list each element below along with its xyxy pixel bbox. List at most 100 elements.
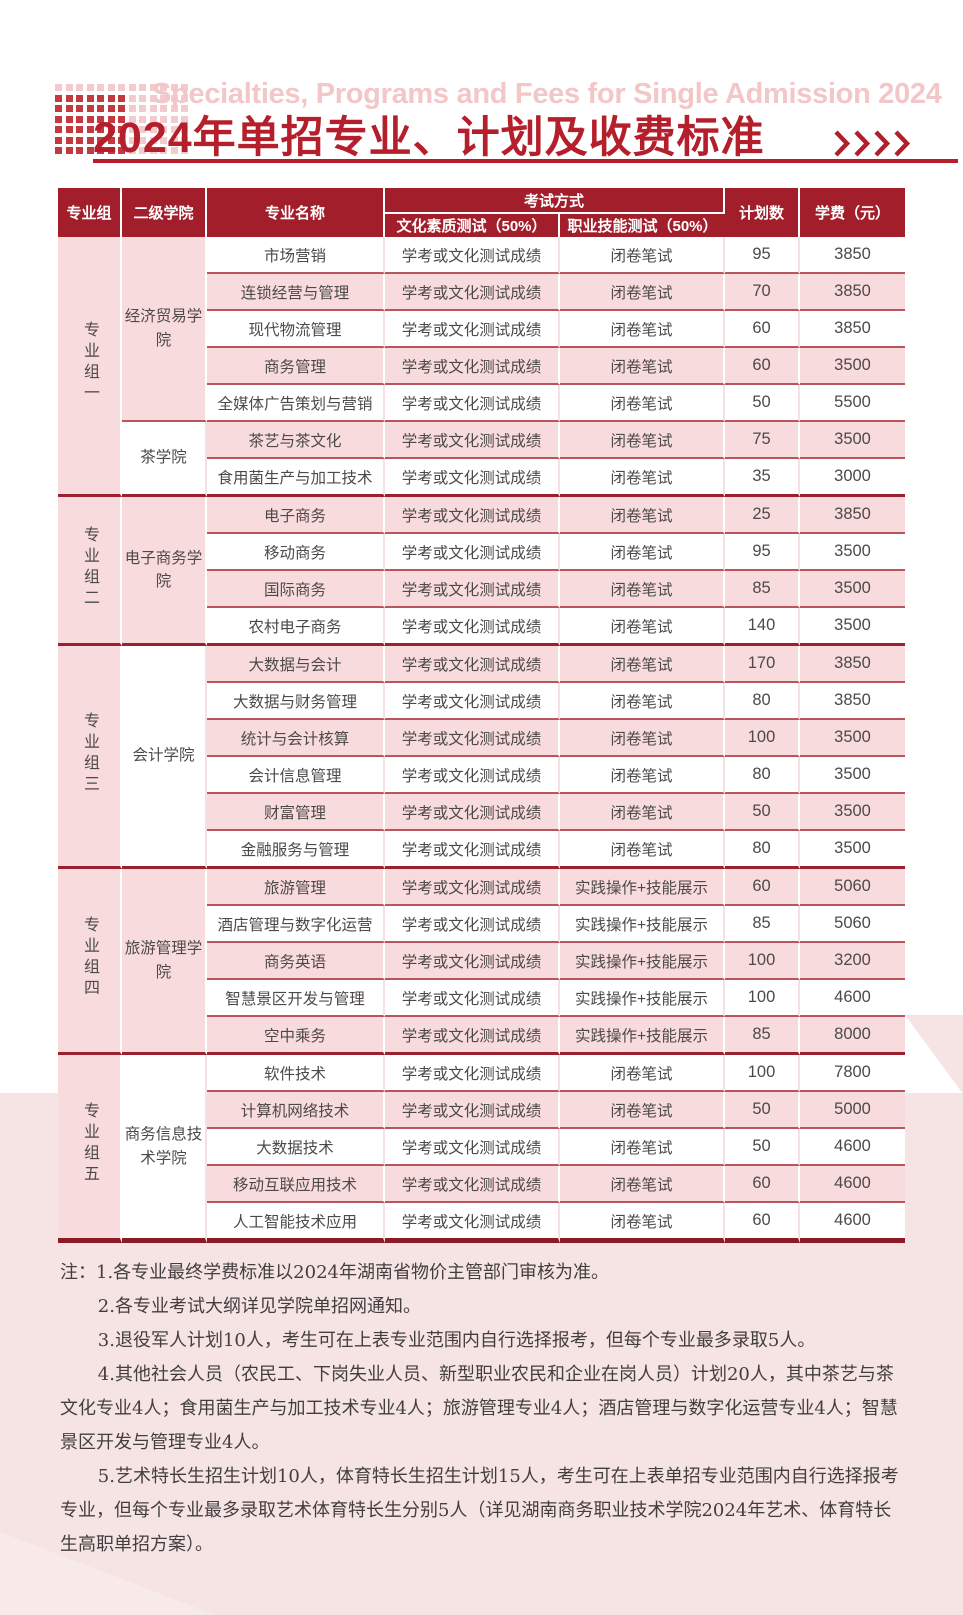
plan-count-cell: 70 [725,274,801,311]
fee-cell: 3850 [800,311,906,348]
fee-cell: 5060 [800,906,906,943]
culture-test-cell: 学考或文化测试成绩 [385,385,560,422]
group-cell: 专业组四 [58,869,122,1055]
skill-test-cell: 闭卷笔试 [560,237,726,274]
fee-cell: 8000 [800,1017,906,1055]
table-row: 空中乘务 学考或文化测试成绩 实践操作+技能展示 85 8000 [58,1017,906,1055]
skill-test-cell: 闭卷笔试 [560,831,726,869]
culture-test-cell: 学考或文化测试成绩 [385,794,560,831]
plan-count-cell: 50 [725,385,801,422]
culture-test-cell: 学考或文化测试成绩 [385,683,560,720]
page-title: 2024年单招专业、计划及收费标准 [93,114,765,162]
plan-count-cell: 100 [725,720,801,757]
major-cell: 市场营销 [207,237,385,274]
culture-test-cell: 学考或文化测试成绩 [385,534,560,571]
culture-test-cell: 学考或文化测试成绩 [385,497,560,534]
major-cell: 旅游管理 [207,869,385,906]
skill-test-cell: 闭卷笔试 [560,1203,726,1243]
header-culture-test: 文化素质测试（50%） [385,214,560,237]
culture-test-cell: 学考或文化测试成绩 [385,906,560,943]
major-cell: 国际商务 [207,571,385,608]
fee-cell: 4600 [800,980,906,1017]
fee-cell: 3850 [800,646,906,683]
fee-cell: 5000 [800,1092,906,1129]
group-cell: 专业组五 [58,1055,122,1243]
major-cell: 财富管理 [207,794,385,831]
table-row: 食用菌生产与加工技术 学考或文化测试成绩 闭卷笔试 35 3000 [58,459,906,497]
plan-count-cell: 85 [725,906,801,943]
table-row: 会计信息管理 学考或文化测试成绩 闭卷笔试 80 3500 [58,757,906,794]
fee-cell: 3500 [800,757,906,794]
culture-test-cell: 学考或文化测试成绩 [385,571,560,608]
plan-count-cell: 100 [725,943,801,980]
major-cell: 移动商务 [207,534,385,571]
major-cell: 商务英语 [207,943,385,980]
fees-table: 专业组 二级学院 专业名称 考试方式 计划数 学费（元） 文化素质测试（50%）… [58,188,906,1243]
plan-count-cell: 50 [725,1129,801,1166]
group-label: 专业组二 [81,525,98,610]
plan-count-cell: 60 [725,311,801,348]
culture-test-cell: 学考或文化测试成绩 [385,608,560,646]
skill-test-cell: 闭卷笔试 [560,385,726,422]
table-row: 国际商务 学考或文化测试成绩 闭卷笔试 85 3500 [58,571,906,608]
skill-test-cell: 闭卷笔试 [560,571,726,608]
page-eyebrow: Specialties, Programs and Fees for Singl… [152,78,942,110]
plan-count-cell: 75 [725,422,801,459]
skill-test-cell: 闭卷笔试 [560,608,726,646]
plan-count-cell: 60 [725,1166,801,1203]
note-line: 4.其他社会人员（农民工、下岗失业人员、新型职业农民和企业在岗人员）计划20人，… [60,1364,898,1453]
plan-count-cell: 100 [725,1055,801,1092]
group-label: 专业组五 [81,1102,98,1186]
culture-test-cell: 学考或文化测试成绩 [385,646,560,683]
plan-count-cell: 50 [725,1092,801,1129]
plan-count-cell: 80 [725,683,801,720]
table-row: 金融服务与管理 学考或文化测试成绩 闭卷笔试 80 3500 [58,831,906,869]
culture-test-cell: 学考或文化测试成绩 [385,831,560,869]
table-row: 连锁经营与管理 学考或文化测试成绩 闭卷笔试 70 3850 [58,274,906,311]
plan-count-cell: 170 [725,646,801,683]
background-diagonal-shape [905,1015,963,1094]
chevron-right-icon [874,130,891,157]
fee-cell: 4600 [800,1166,906,1203]
skill-test-cell: 闭卷笔试 [560,757,726,794]
table-row: 财富管理 学考或文化测试成绩 闭卷笔试 50 3500 [58,794,906,831]
table-row: 专业组四 旅游管理学院 旅游管理 学考或文化测试成绩 实践操作+技能展示 60 5060 [58,869,906,1055]
skill-test-cell: 实践操作+技能展示 [560,869,726,906]
table-header: 专业组 二级学院 专业名称 考试方式 计划数 学费（元） 文化素质测试（50%）… [58,188,906,237]
culture-test-cell: 学考或文化测试成绩 [385,274,560,311]
table-row: 专业组二 电子商务学院 电子商务 学考或文化测试成绩 闭卷笔试 25 3850 [58,497,906,646]
skill-test-cell: 闭卷笔试 [560,422,726,459]
table-row: 现代物流管理 学考或文化测试成绩 闭卷笔试 60 3850 [58,311,906,348]
fee-cell: 7800 [800,1055,906,1092]
fee-cell: 3500 [800,348,906,385]
major-cell: 智慧景区开发与管理 [207,980,385,1017]
table-row: 统计与会计核算 学考或文化测试成绩 闭卷笔试 100 3500 [58,720,906,757]
fee-cell: 3500 [800,794,906,831]
culture-test-cell: 学考或文化测试成绩 [385,943,560,980]
skill-test-cell: 闭卷笔试 [560,497,726,534]
table-row: 商务英语 学考或文化测试成绩 实践操作+技能展示 100 3200 [58,943,906,980]
culture-test-cell: 学考或文化测试成绩 [385,720,560,757]
culture-test-cell: 学考或文化测试成绩 [385,1203,560,1243]
plan-count-cell: 85 [725,1017,801,1055]
title-underline [93,159,958,163]
culture-test-cell: 学考或文化测试成绩 [385,1017,560,1055]
skill-test-cell: 闭卷笔试 [560,348,726,385]
fee-cell: 3850 [800,497,906,534]
plan-count-cell: 95 [725,534,801,571]
fee-cell: 3500 [800,608,906,646]
table-row: 人工智能技术应用 学考或文化测试成绩 闭卷笔试 60 4600 [58,1203,906,1243]
skill-test-cell: 闭卷笔试 [560,1129,726,1166]
table-row: 大数据技术 学考或文化测试成绩 闭卷笔试 50 4600 [58,1129,906,1166]
skill-test-cell: 闭卷笔试 [560,274,726,311]
plan-count-cell: 60 [725,869,801,906]
major-cell: 电子商务 [207,497,385,534]
culture-test-cell: 学考或文化测试成绩 [385,1129,560,1166]
major-cell: 茶艺与茶文化 [207,422,385,459]
major-cell: 全媒体广告策划与营销 [207,385,385,422]
table-row: 商务管理 学考或文化测试成绩 闭卷笔试 60 3500 [58,348,906,385]
group-label: 专业组四 [81,916,98,1000]
skill-test-cell: 实践操作+技能展示 [560,906,726,943]
skill-test-cell: 闭卷笔试 [560,720,726,757]
fee-cell: 5500 [800,385,906,422]
